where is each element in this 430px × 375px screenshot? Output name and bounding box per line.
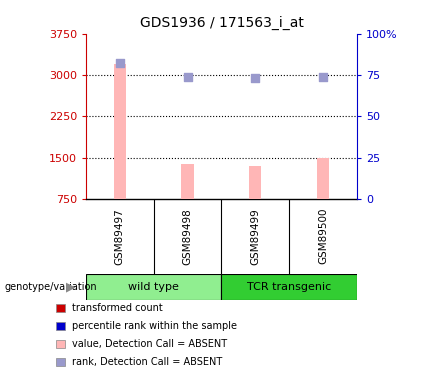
Point xyxy=(117,60,123,66)
Text: percentile rank within the sample: percentile rank within the sample xyxy=(72,321,237,331)
Bar xyxy=(221,274,357,300)
Text: TCR transgenic: TCR transgenic xyxy=(247,282,331,292)
Text: GSM89500: GSM89500 xyxy=(318,208,328,264)
Text: value, Detection Call = ABSENT: value, Detection Call = ABSENT xyxy=(72,339,227,349)
Text: GSM89498: GSM89498 xyxy=(183,208,193,265)
Text: GSM89497: GSM89497 xyxy=(115,208,125,265)
Text: GSM89499: GSM89499 xyxy=(250,208,260,265)
Text: transformed count: transformed count xyxy=(72,303,163,313)
Title: GDS1936 / 171563_i_at: GDS1936 / 171563_i_at xyxy=(139,16,304,30)
Bar xyxy=(86,274,221,300)
Text: rank, Detection Call = ABSENT: rank, Detection Call = ABSENT xyxy=(72,357,222,367)
Point xyxy=(252,75,259,81)
Bar xyxy=(317,158,329,199)
Point xyxy=(319,74,326,80)
Text: wild type: wild type xyxy=(128,282,179,292)
Text: ▶: ▶ xyxy=(66,280,76,293)
Bar xyxy=(114,64,126,199)
Bar xyxy=(249,166,261,199)
Point xyxy=(184,74,191,80)
Bar xyxy=(181,164,194,199)
Text: genotype/variation: genotype/variation xyxy=(4,282,97,292)
